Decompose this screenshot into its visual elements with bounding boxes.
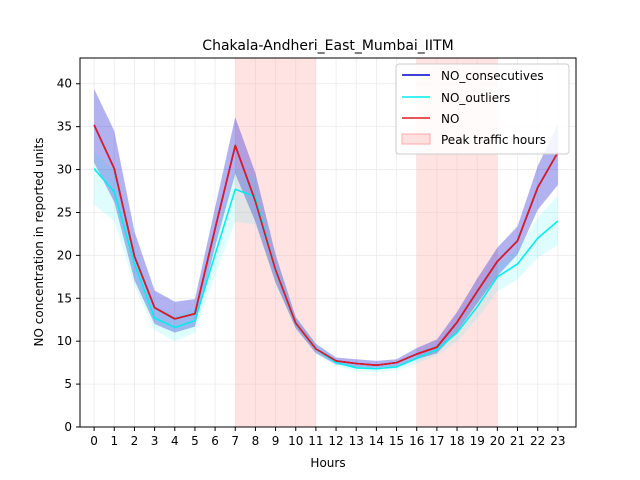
- peak-traffic-region: [235, 58, 316, 427]
- x-tick-label: 20: [490, 434, 505, 448]
- legend-box: [395, 63, 570, 155]
- x-tick-label: 1: [110, 434, 118, 448]
- x-tick-label: 3: [151, 434, 159, 448]
- y-tick-label: 25: [57, 205, 72, 219]
- x-tick-label: 18: [449, 434, 464, 448]
- x-tick-label: 6: [211, 434, 219, 448]
- legend-label-no-consecutives: NO_consecutives: [441, 69, 544, 83]
- y-axis-title: NO concentration in reported units: [32, 138, 46, 347]
- x-tick-label: 12: [328, 434, 343, 448]
- y-tick-label: 10: [57, 334, 72, 348]
- legend-label-no: NO: [441, 112, 459, 126]
- y-tick-label: 30: [57, 163, 72, 177]
- grid: [80, 58, 576, 428]
- legend: NO_consecutives NO_outliers NO Peak traf…: [395, 63, 570, 155]
- legend-label-no-outliers: NO_outliers: [441, 91, 510, 105]
- y-tick-label: 35: [57, 120, 72, 134]
- y-tick-label: 0: [64, 420, 72, 434]
- x-axis-title: Hours: [310, 456, 345, 470]
- x-tick-label: 10: [288, 434, 303, 448]
- line-no: [93, 124, 559, 367]
- x-tick-label: 14: [369, 434, 384, 448]
- x-tick-label: 4: [171, 434, 179, 448]
- x-tick-label: 8: [252, 434, 260, 448]
- legend-label-peak-traffic: Peak traffic hours: [441, 133, 546, 147]
- y-axis-ticks: 0 5 10 15 20 25 30 35 40: [57, 77, 80, 434]
- x-tick-label: 23: [550, 434, 565, 448]
- x-tick-label: 22: [530, 434, 545, 448]
- x-tick-label: 16: [409, 434, 424, 448]
- x-tick-label: 13: [349, 434, 364, 448]
- y-tick-label: 20: [57, 248, 72, 262]
- x-tick-label: 21: [510, 434, 525, 448]
- chart-title: Chakala-Andheri_East_Mumbai_IITM: [202, 38, 453, 54]
- legend-swatch-peak-traffic: [401, 133, 431, 145]
- x-tick-label: 9: [272, 434, 280, 448]
- x-tick-label: 15: [389, 434, 404, 448]
- x-tick-label: 17: [429, 434, 444, 448]
- x-tick-label: 0: [90, 434, 98, 448]
- x-tick-label: 11: [308, 434, 323, 448]
- x-axis-ticks: 0 1 2 3 4 5 6 7 8 9 10 11 12 13 14 15 16 17 18 19 20 21 22 23: [90, 427, 565, 448]
- y-tick-label: 5: [64, 377, 72, 391]
- series-lines: [93, 124, 559, 370]
- x-tick-label: 19: [470, 434, 485, 448]
- x-tick-label: 5: [191, 434, 199, 448]
- plot-frame: [79, 57, 577, 428]
- x-tick-label: 2: [131, 434, 139, 448]
- y-tick-label: 15: [57, 291, 72, 305]
- y-tick-label: 40: [57, 77, 72, 91]
- x-tick-label: 7: [231, 434, 239, 448]
